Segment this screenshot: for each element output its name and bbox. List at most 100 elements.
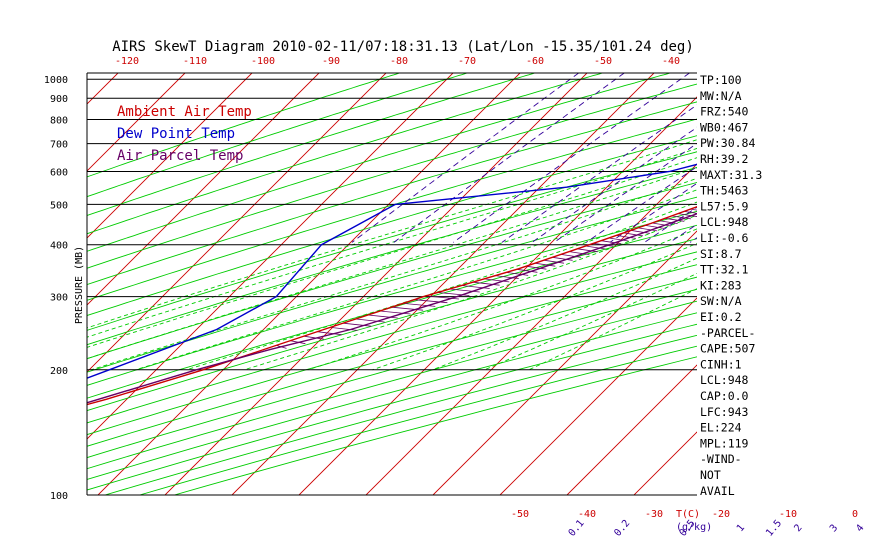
mixing-ratio-line (777, 73, 870, 242)
dry-adiabat-line (87, 73, 400, 178)
cape-hatch-line (608, 237, 629, 242)
cape-hatch-line (317, 331, 342, 336)
mixing-ratio-tick-label: 3 (828, 523, 840, 535)
top-temp-tick-label: -90 (322, 56, 340, 67)
legend-ambient: Ambient Air Temp (117, 104, 252, 120)
cape-hatch-line (379, 310, 411, 315)
stat-item: TH:5463 (700, 184, 749, 198)
mixing-ratio-line (393, 73, 625, 243)
dry-adiabat-line (87, 196, 697, 373)
stat-item: FRZ:540 (700, 105, 749, 119)
moist-adiabat-line (135, 189, 697, 371)
top-temp-tick-label: -60 (526, 56, 544, 67)
background-grid (0, 73, 870, 495)
stat-item: NOT (700, 468, 721, 482)
stat-item: LFC:943 (700, 405, 749, 419)
cape-hatch-line (484, 278, 510, 283)
cape-hatch-line (638, 227, 658, 232)
cape-hatch-line (795, 169, 815, 172)
moist-adiabat-line (307, 228, 697, 371)
moist-adiabat-line (484, 272, 697, 371)
cape-hatch-line (472, 281, 500, 286)
cape-hatch-line (616, 235, 636, 239)
top-temp-tick-label: -50 (594, 56, 612, 67)
cape-hatch-line (756, 184, 777, 187)
stat-item: MPL:119 (700, 436, 749, 450)
dry-adiabat-line (174, 356, 697, 495)
pressure-tick-label: 600 (50, 168, 68, 179)
pressure-tick-label: 400 (50, 241, 68, 252)
cape-hatch-line (343, 322, 372, 327)
dry-adiabat-line (87, 288, 697, 459)
cape-hatch-line (808, 164, 828, 167)
cape-hatch-line (506, 272, 529, 276)
stat-item: EL:224 (700, 421, 742, 435)
cape-hatch-line (816, 161, 835, 164)
stat-item: TP:100 (700, 73, 742, 87)
bottom-temp-tick-label: -10 (779, 509, 797, 520)
dry-adiabat-line (87, 210, 697, 386)
bottom-temp-tick-label: -40 (578, 509, 596, 520)
dry-adiabat-line (87, 238, 697, 412)
mixing-ratio-line (728, 73, 870, 242)
mixing-ratio-tick-label: 1.5 (764, 518, 784, 539)
stat-item: WB0:467 (700, 120, 749, 134)
dry-adiabat-line (87, 276, 697, 447)
cape-hatch-line (534, 262, 556, 267)
pressure-tick-label: 200 (50, 366, 68, 377)
cape-hatch-line (677, 213, 697, 217)
cape-hatch-line (543, 259, 565, 264)
cape-hatch-line (623, 232, 644, 237)
dry-adiabat-line (87, 83, 697, 269)
dry-adiabat-line (87, 118, 697, 301)
cape-hatch-line (355, 318, 385, 323)
cape-hatch-line (526, 265, 547, 270)
isotherm-line (0, 73, 51, 495)
stat-item: CAPE:507 (700, 342, 755, 356)
top-temp-tick-label: -70 (458, 56, 476, 67)
top-temp-tick-label: -120 (115, 56, 139, 67)
cape-hatch-line (832, 154, 851, 157)
bottom-temp-unit-label: T(C) (676, 509, 700, 520)
dry-adiabat-line (87, 251, 697, 424)
cape-hatch-line (645, 225, 665, 229)
isotherm-line (365, 163, 697, 495)
cape-hatch-line (552, 256, 573, 261)
top-temp-tick-label: -40 (662, 56, 680, 67)
pressure-tick-label: 1000 (44, 75, 68, 86)
cape-hatch-line (786, 173, 806, 176)
cape-hatch-line (495, 275, 519, 279)
cape-hatch-line (836, 152, 854, 155)
isotherm-line (432, 230, 697, 495)
cape-hatch-line (560, 254, 582, 258)
mixing-ratio-tick-label: 1 (735, 523, 747, 535)
cape-hatch-line (658, 220, 678, 224)
cape-hatch-line (840, 151, 858, 154)
cape-hatch-line (856, 144, 870, 147)
cape-hatch-line (864, 141, 870, 144)
legend-dewpoint: Dew Point Temp (117, 126, 235, 142)
chart-title: AIRS SkewT Diagram 2010-02-11/07:18:31.1… (112, 39, 694, 55)
mixing-ratio-line (501, 104, 697, 243)
top-temp-tick-label: -110 (183, 56, 207, 67)
ambient-temp-line (87, 206, 697, 406)
cape-hatch-line (781, 175, 801, 178)
cape-hatch-line (791, 171, 811, 174)
dry-adiabat-line (87, 224, 697, 399)
dry-adiabat-line (87, 323, 697, 491)
dry-adiabat-line (87, 101, 697, 286)
cape-hatch-line (750, 186, 771, 189)
pressure-tick-label: 800 (50, 116, 68, 127)
bottom-temp-tick-label: -20 (712, 509, 730, 520)
mixing-ratio-line (755, 73, 870, 242)
cape-hatch-line (799, 168, 819, 171)
stat-item: SW:N/A (700, 294, 742, 308)
cape-hatch-line (665, 217, 685, 222)
cape-hatch-line (593, 242, 614, 247)
cape-hatch-line (516, 268, 538, 273)
dry-adiabat-line (87, 73, 535, 217)
pressure-tick-label: 300 (50, 293, 68, 304)
stat-item: CINH:1 (700, 357, 742, 371)
isotherm-line (87, 73, 119, 105)
